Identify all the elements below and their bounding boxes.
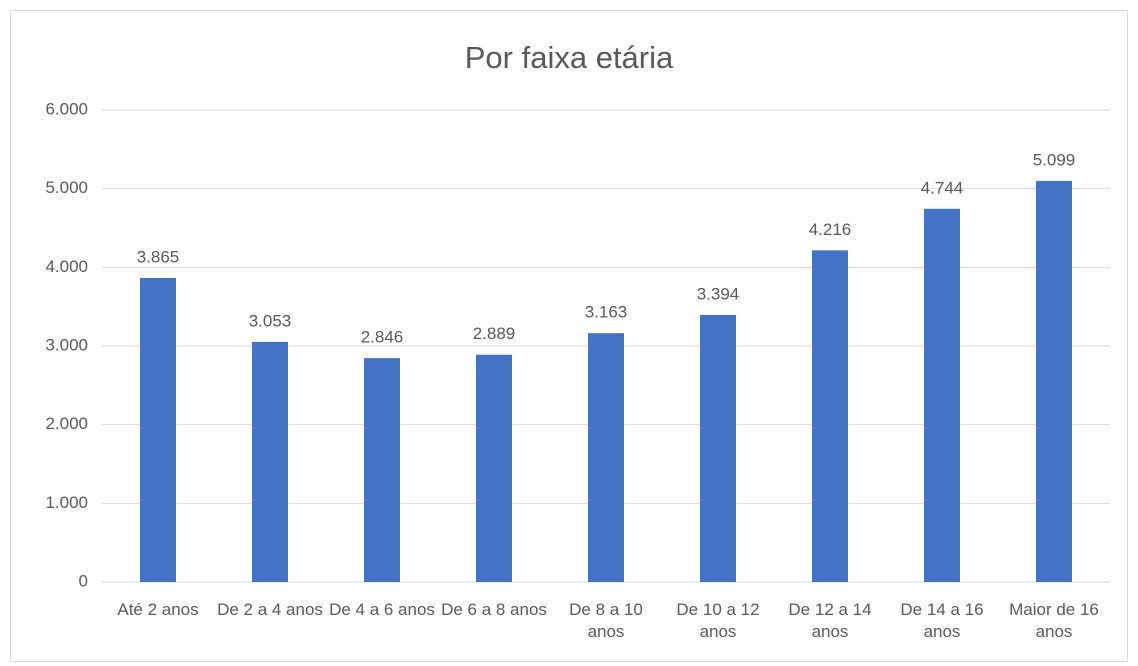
data-label: 3.865	[137, 247, 180, 266]
bar	[700, 315, 736, 582]
x-tick-label: De 6 a 8 anos	[441, 600, 547, 619]
bar	[140, 277, 176, 582]
data-label: 4.216	[809, 220, 852, 239]
bar	[252, 341, 288, 582]
y-tick-label: 1.000	[45, 493, 88, 512]
y-tick-label: 4.000	[45, 257, 88, 276]
bar	[1036, 180, 1072, 582]
data-label: 3.163	[585, 303, 628, 322]
y-tick-label: 2.000	[45, 414, 88, 433]
bar	[812, 250, 848, 582]
data-label: 2.889	[473, 324, 516, 343]
x-tick-label: De 4 a 6 anos	[329, 600, 435, 619]
data-label: 5.099	[1033, 150, 1076, 169]
x-tick-label: De 2 a 4 anos	[217, 600, 323, 619]
data-label: 4.744	[921, 178, 964, 197]
data-label: 3.053	[249, 311, 292, 330]
x-tick-label: Maior de 16 anos	[1009, 600, 1099, 641]
y-tick-label: 0	[79, 571, 88, 590]
data-label: 3.394	[697, 284, 740, 303]
bar	[588, 333, 624, 582]
bar	[476, 354, 512, 582]
y-tick-label: 6.000	[45, 99, 88, 118]
x-tick-label: De 8 a 10 anos	[569, 600, 643, 641]
bar	[924, 208, 960, 582]
y-tick-label: 3.000	[45, 335, 88, 354]
x-tick-label: De 14 a 16 anos	[900, 600, 984, 641]
chart-title: Por faixa etária	[465, 40, 674, 75]
x-tick-label: Até 2 anos	[117, 600, 199, 619]
x-tick-label: De 10 a 12 anos	[676, 600, 760, 641]
bar	[364, 358, 400, 582]
data-label: 2.846	[361, 328, 404, 347]
x-tick-label: De 12 a 14 anos	[788, 600, 872, 641]
y-tick-label: 5.000	[45, 178, 88, 197]
